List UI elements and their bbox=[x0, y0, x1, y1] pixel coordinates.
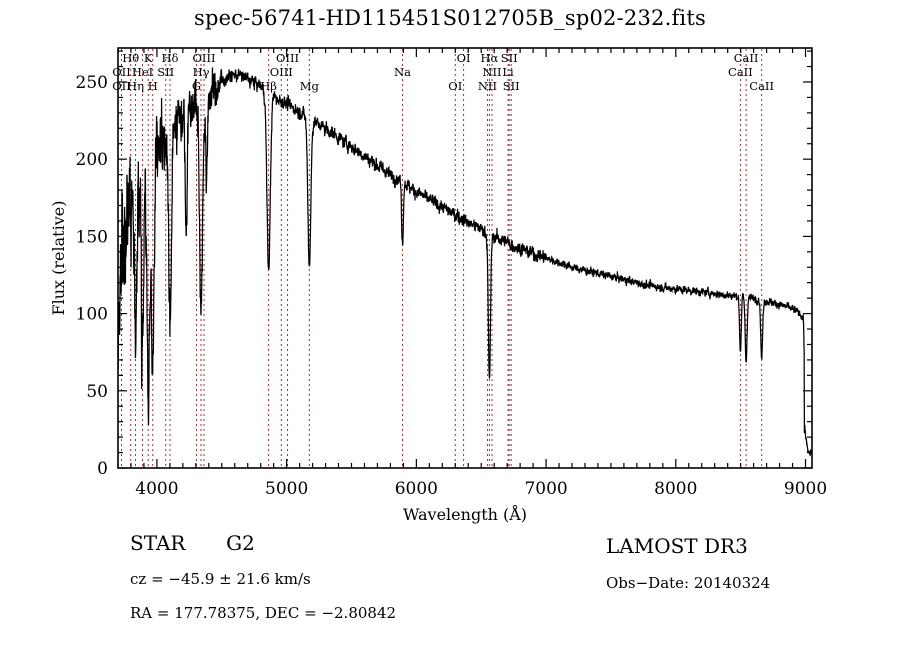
line-markers bbox=[121, 49, 763, 467]
svg-text:SII: SII bbox=[157, 65, 174, 79]
svg-text:K: K bbox=[144, 51, 153, 65]
svg-text:150: 150 bbox=[76, 227, 108, 247]
svg-text:OI: OI bbox=[448, 79, 462, 93]
svg-text:5000: 5000 bbox=[265, 479, 308, 499]
svg-text:Hγ: Hγ bbox=[193, 65, 210, 79]
coordinates-line: RA = 177.78375, DEC = −2.80842 bbox=[130, 604, 397, 622]
svg-text:Hδ: Hδ bbox=[162, 51, 179, 65]
svg-text:Hθ: Hθ bbox=[122, 51, 139, 65]
spectral-class: G2 bbox=[226, 531, 255, 555]
svg-text:Mg: Mg bbox=[300, 79, 320, 93]
svg-text:Flux (relative): Flux (relative) bbox=[49, 201, 68, 316]
svg-text:OIII: OIII bbox=[270, 65, 293, 79]
svg-text:NII: NII bbox=[482, 65, 501, 79]
svg-text:H: H bbox=[148, 79, 158, 93]
svg-text:OIII: OIII bbox=[192, 51, 215, 65]
svg-text:9000: 9000 bbox=[784, 479, 827, 499]
svg-text:200: 200 bbox=[76, 150, 108, 170]
obs-date-line: Obs−Date: 20140324 bbox=[606, 574, 771, 592]
survey-name: LAMOST DR3 bbox=[606, 534, 748, 558]
svg-text:OII: OII bbox=[112, 65, 131, 79]
svg-text:NII: NII bbox=[478, 79, 497, 93]
svg-text:100: 100 bbox=[76, 305, 108, 325]
axis-ticks: 4000 5000 6000 7000 8000 9000 0 50 100 150 200 250 bbox=[76, 48, 827, 499]
svg-text:0: 0 bbox=[97, 459, 108, 479]
svg-text:Li: Li bbox=[502, 65, 514, 79]
svg-text:Hβ: Hβ bbox=[260, 79, 277, 93]
svg-text:250: 250 bbox=[76, 73, 108, 93]
axis-titles: Wavelength (Å) Flux (relative) bbox=[49, 201, 527, 524]
object-type: STAR bbox=[130, 531, 186, 555]
svg-text:OI: OI bbox=[457, 51, 471, 65]
svg-text:Hη: Hη bbox=[127, 79, 144, 93]
svg-text:G: G bbox=[192, 79, 201, 93]
page-title: spec-56741-HD115451S012705B_sp02-232.fit… bbox=[194, 6, 706, 30]
spectrum-trace bbox=[118, 67, 812, 457]
line-labels: OIIOIIHθHηHeIKHSIIHδHγGOIIIHβOIIIOIIIMgN… bbox=[112, 51, 774, 93]
svg-text:SII: SII bbox=[501, 51, 518, 65]
svg-text:CaII: CaII bbox=[734, 51, 759, 65]
svg-text:HeI: HeI bbox=[132, 65, 153, 79]
redshift-line: cz = −45.9 ± 21.6 km/s bbox=[130, 570, 311, 588]
svg-text:6000: 6000 bbox=[395, 479, 438, 499]
svg-text:CaII: CaII bbox=[749, 79, 774, 93]
svg-text:Hα: Hα bbox=[480, 51, 498, 65]
svg-text:7000: 7000 bbox=[524, 479, 567, 499]
svg-text:Na: Na bbox=[394, 65, 411, 79]
svg-text:4000: 4000 bbox=[135, 479, 178, 499]
svg-text:8000: 8000 bbox=[654, 479, 697, 499]
svg-text:OIII: OIII bbox=[276, 51, 299, 65]
svg-text:SII: SII bbox=[503, 79, 520, 93]
object-summary: STAR G2 bbox=[130, 531, 255, 555]
plot-frame bbox=[117, 47, 813, 469]
svg-text:CaII: CaII bbox=[728, 65, 753, 79]
svg-text:Wavelength (Å): Wavelength (Å) bbox=[403, 504, 527, 524]
svg-text:OII: OII bbox=[112, 79, 131, 93]
svg-text:50: 50 bbox=[86, 382, 108, 402]
